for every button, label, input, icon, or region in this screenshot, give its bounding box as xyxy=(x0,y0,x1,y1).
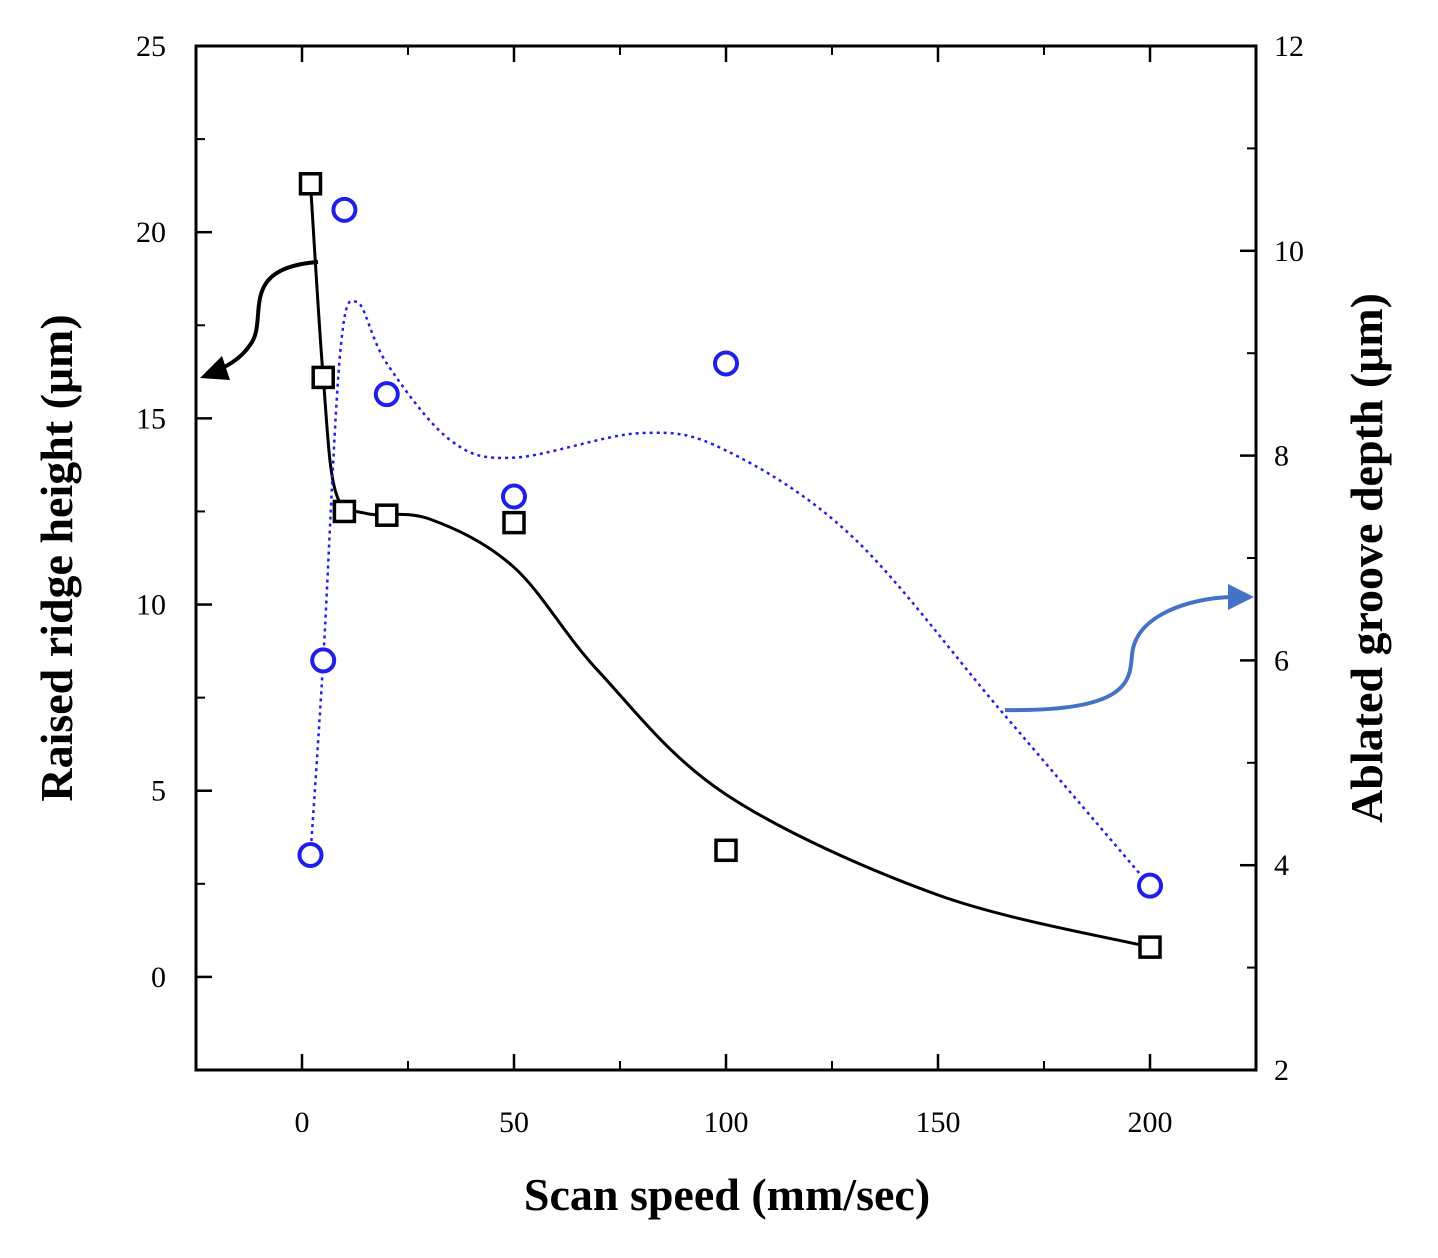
right-y-tick-label: 2 xyxy=(1274,1054,1289,1087)
x-tick-label: 100 xyxy=(704,1106,749,1139)
groove-depth-marker xyxy=(1137,872,1163,899)
right-y-tick-label: 4 xyxy=(1274,849,1289,882)
x-tick-label: 0 xyxy=(295,1106,310,1139)
ridge-height-marker xyxy=(332,499,357,524)
left-y-tick-label: 15 xyxy=(136,402,166,435)
groove-depth-marker xyxy=(501,483,527,510)
groove-depth-marker xyxy=(310,647,337,674)
right-y-tick-label: 8 xyxy=(1274,440,1289,473)
groove-depth-marker xyxy=(713,350,739,377)
ridge-height-marker xyxy=(714,838,738,863)
groove-depth-fit-line xyxy=(309,299,1151,887)
left-y-tick-label: 25 xyxy=(136,30,166,63)
left-y-tick-label: 10 xyxy=(136,589,166,622)
ridge-height-marker xyxy=(298,172,323,196)
left-axis-arrow xyxy=(213,260,319,374)
right-y-tick-label: 10 xyxy=(1274,235,1304,268)
ridge-height-marker xyxy=(375,503,399,527)
left-y-axis-title: Raised ridge height (μm) xyxy=(31,314,82,801)
groove-depth-marker xyxy=(331,196,358,223)
right-axis-arrow xyxy=(1004,595,1233,713)
right-y-tick-label: 6 xyxy=(1274,644,1289,677)
left-y-tick-label: 0 xyxy=(151,961,166,994)
left-y-tick-label: 20 xyxy=(136,216,166,249)
ridge-height-marker xyxy=(502,510,526,535)
groove-depth-marker xyxy=(373,381,400,408)
x-tick-label: 150 xyxy=(916,1106,961,1139)
left-y-tick-label: 5 xyxy=(151,775,166,808)
x-tick-label: 200 xyxy=(1128,1106,1173,1139)
x-tick-label: 50 xyxy=(499,1106,529,1139)
right-y-axis-title: Ablated groove depth (μm) xyxy=(1341,293,1392,823)
x-axis-title: Scan speed (mm/sec) xyxy=(524,1169,930,1220)
ridge-height-marker xyxy=(311,365,335,390)
left-axis-arrowhead xyxy=(200,356,230,380)
right-y-tick-label: 12 xyxy=(1274,30,1304,63)
plot-frame xyxy=(194,44,1258,1072)
groove-depth-marker xyxy=(297,841,324,868)
ridge-height-fit-line xyxy=(308,183,1151,949)
ridge-height-marker xyxy=(1138,935,1162,959)
right-axis-arrowhead xyxy=(1228,584,1254,610)
